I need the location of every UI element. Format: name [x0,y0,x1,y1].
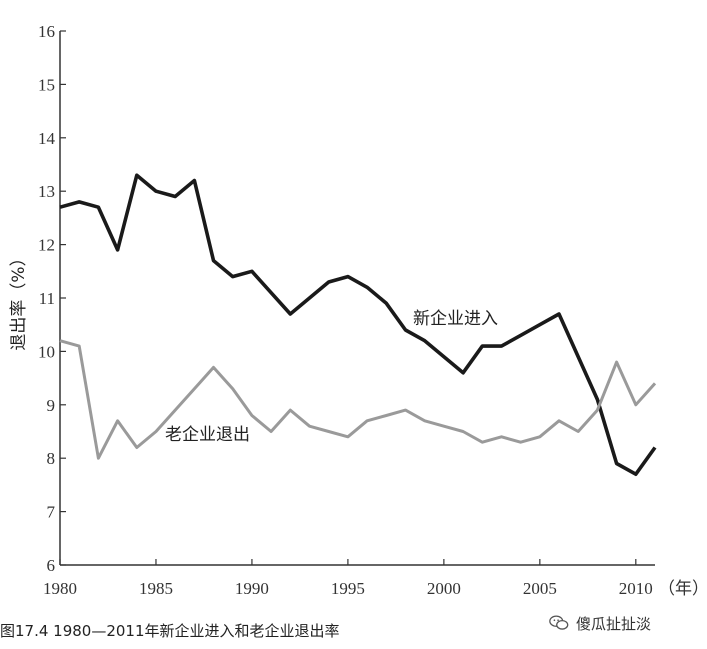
y-tick-label: 12 [38,236,55,255]
x-tick-label: 1980 [43,579,77,598]
y-tick-label: 8 [47,449,56,468]
y-tick-label: 6 [47,556,56,575]
y-ticks: 6 7 8 9 10 11 12 13 14 15 16 [38,22,66,575]
x-tick-label: 1995 [331,579,365,598]
y-tick-label: 10 [38,342,55,361]
y-tick-label: 11 [39,289,55,308]
chart-axes [59,31,655,566]
y-tick-label: 14 [38,129,56,148]
x-tick-label: 1990 [235,579,269,598]
figure-caption: 图17.4 1980—2011年新企业进入和老企业退出率 [0,622,340,640]
y-tick-label: 15 [38,75,55,94]
x-ticks: 1980 1985 1990 1995 2000 2005 2010 [43,559,653,598]
y-tick-label: 13 [38,182,55,201]
x-tick-label: 2000 [427,579,461,598]
watermark: 傻瓜扯扯淡 [548,612,651,634]
series-line-old-exit [59,339,657,460]
y-tick-label: 7 [47,503,56,522]
series-label-old-exit: 老企业退出 [165,425,250,445]
x-tick-label: 2010 [619,579,653,598]
x-tick-label: 2005 [523,579,557,598]
x-axis-unit-label: （年） [658,579,707,598]
wechat-icon [549,615,569,630]
y-tick-label: 16 [38,22,55,41]
series-lines [59,173,657,477]
x-tick-label: 1985 [139,579,173,598]
y-tick-label: 9 [47,396,56,415]
series-label-new-entry: 新企业进入 [413,309,498,329]
series-line-new-entry [59,173,657,477]
watermark-text: 傻瓜扯扯淡 [576,614,652,633]
y-axis-label: 退出率（%） [9,249,29,350]
